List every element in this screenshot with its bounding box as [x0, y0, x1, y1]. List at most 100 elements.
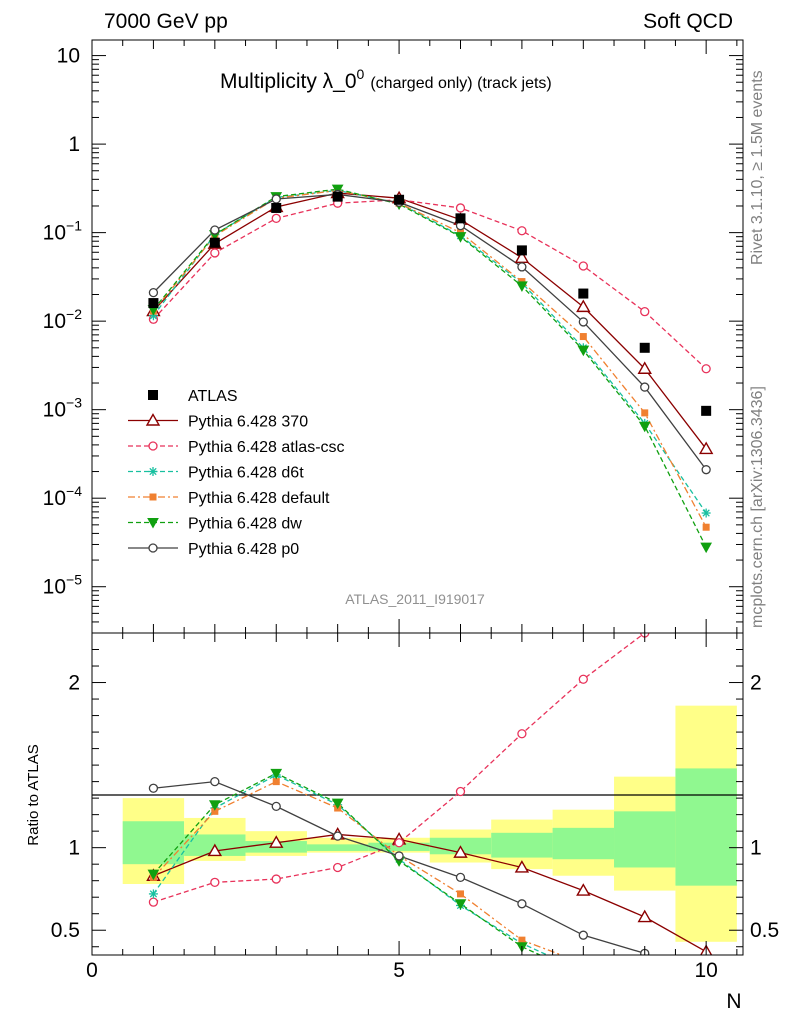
series-point-main: [702, 523, 710, 531]
legend-label: Pythia 6.428 dw: [188, 516, 302, 533]
series-point-main: [698, 441, 714, 455]
legend-marker: [145, 413, 161, 426]
series-point-ratio: [517, 729, 527, 739]
series-point-ratio: [211, 807, 219, 815]
data-point-main: [639, 342, 650, 353]
series-point-ratio: [518, 936, 526, 944]
y-tick-label-ratio-right: 0.5: [750, 919, 779, 942]
x-axis-label: N: [726, 990, 741, 1013]
series-point-main: [701, 508, 711, 518]
series-point-main: [701, 364, 711, 374]
y-tick-label-main: 10−2: [43, 306, 83, 333]
x-tick-label: 5: [393, 959, 405, 982]
series-point-main: [701, 465, 711, 475]
ratio-series-layer: [146, 633, 713, 955]
ratio-uncertainty-bands: [122, 705, 737, 942]
series-line-ratio: [153, 633, 646, 903]
series-line-ratio: [152, 780, 564, 955]
legend-label: Pythia 6.428 atlas-csc: [188, 439, 345, 456]
data-point-main: [271, 202, 282, 213]
y-tick-label-main: 10−4: [43, 483, 83, 510]
y-tick-label-ratio-left: 0.5: [51, 919, 80, 942]
y-tick-label-ratio-left: 2: [68, 672, 80, 695]
series-point-main: [638, 421, 651, 433]
y-tick-label-ratio-left: 1: [68, 837, 80, 860]
series-point-ratio: [455, 786, 466, 797]
legend-marker: [149, 493, 157, 501]
series-point-main: [517, 262, 527, 272]
series-point-main: [271, 213, 281, 223]
series-point-ratio: [210, 877, 220, 887]
series-point-ratio: [333, 862, 343, 873]
series-point-ratio: [270, 768, 283, 780]
series-line-ratio: [152, 774, 549, 955]
series-point-ratio: [453, 845, 468, 858]
series-point-main: [579, 333, 587, 341]
series-point-main: [578, 261, 588, 271]
legend: ATLAS Pythia 6.428 370 Pythia 6.428 atlas-…: [128, 388, 345, 558]
y-tick-label-main: 1: [68, 133, 80, 156]
series-point-ratio: [578, 674, 588, 684]
series-line-ratio: [153, 833, 707, 953]
chart-title-suffix: (charged only) (track jets): [370, 75, 551, 92]
y-tick-label-ratio-right: 1: [750, 837, 762, 860]
x-tick-label: 0: [86, 959, 98, 982]
series-point-main: [578, 317, 588, 327]
ratio-band-inner: [491, 832, 553, 858]
y-tick-label-main: 10−1: [43, 218, 83, 245]
mcplots-reference-label: mcplots.cern.ch [arXiv:1306.3436]: [749, 386, 766, 628]
series-point-main: [148, 287, 159, 298]
series-point-main: [640, 307, 650, 317]
series-point-ratio: [456, 890, 464, 898]
data-point-main: [516, 245, 527, 256]
header-left: 7000 GeV pp: [104, 10, 228, 33]
ratio-axis-ticks: 0 5 10 0.5 0.5 1 1 2 2: [51, 633, 779, 982]
series-point-ratio: [576, 883, 591, 896]
data-point-main: [209, 237, 220, 248]
y-tick-label-main: 10: [57, 45, 80, 68]
main-axis-ticks: 10 1 10−1 10−2 10−3 10−4 10−5: [43, 40, 743, 634]
series-point-ratio: [271, 874, 281, 884]
chart-title-main: Multiplicity λ_0: [220, 70, 357, 93]
series-point-ratio: [148, 889, 158, 899]
legend-label: Pythia 6.428 default: [188, 490, 330, 507]
series-point-ratio: [271, 801, 281, 812]
series-line-main: [152, 189, 707, 528]
data-point-main: [701, 405, 712, 416]
y-tick-label-ratio-right: 2: [750, 672, 762, 695]
series-point-ratio: [272, 778, 280, 786]
series-point-main: [576, 299, 591, 313]
series-line-main: [152, 192, 707, 450]
y-tick-label-main: 10−3: [43, 395, 83, 422]
series-point-ratio: [331, 798, 344, 810]
series-point-ratio: [269, 835, 284, 848]
header-right: Soft QCD: [643, 10, 733, 33]
data-point-main: [455, 213, 466, 224]
series-point-main: [640, 382, 650, 392]
series-point-ratio: [210, 776, 220, 787]
series-line-main: [152, 188, 707, 548]
data-point-main: [578, 288, 589, 299]
series-point-ratio: [637, 909, 652, 923]
ratio-band-inner: [614, 811, 676, 868]
series-point-ratio: [394, 851, 404, 861]
series-point-ratio: [147, 869, 160, 881]
series-point-main: [577, 345, 590, 357]
series-point-ratio: [333, 831, 343, 841]
series-point-main: [455, 203, 466, 213]
series-point-main: [271, 194, 281, 204]
main-panel: 10 1 10−1 10−2 10−3 10−4 10−5: [43, 39, 744, 634]
series-point-main: [700, 542, 713, 554]
ratio-panel: 0 5 10 0.5 0.5 1 1 2 2: [51, 632, 779, 982]
series-point-ratio: [578, 930, 588, 940]
series-point-main: [454, 232, 467, 243]
chart-title-sup: 0: [357, 66, 365, 82]
x-tick-label: 10: [694, 959, 717, 982]
y-tick-label-main: 10−5: [43, 572, 83, 599]
series-point-ratio: [514, 860, 530, 873]
ratio-plot-frame: [91, 632, 744, 956]
series-point-ratio: [517, 899, 527, 909]
main-series-layer: [146, 184, 714, 554]
series-point-ratio: [455, 872, 466, 883]
